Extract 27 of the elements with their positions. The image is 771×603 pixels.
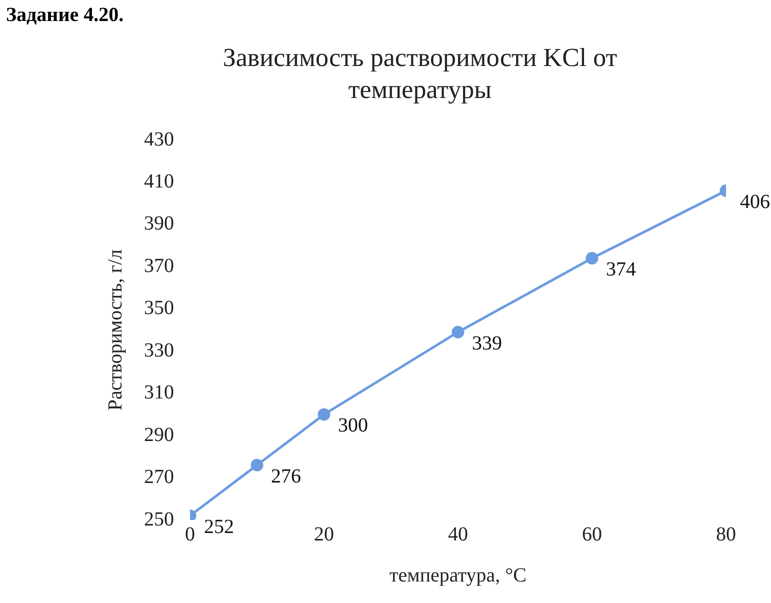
y-axis-title: Растворимость, г/л (104, 249, 126, 411)
x-tick-label: 80 (716, 523, 736, 546)
data-label: 374 (606, 258, 636, 280)
y-tick-label: 370 (144, 254, 174, 277)
y-tick-label: 330 (144, 339, 174, 362)
x-tick-label: 20 (314, 523, 334, 546)
y-tick-label: 290 (144, 424, 174, 446)
x-axis-title: температура, °C (390, 564, 526, 586)
data-label: 406 (740, 190, 770, 213)
data-label: 339 (472, 332, 502, 354)
y-tick-label: 390 (144, 212, 174, 235)
x-tick-label: 0 (185, 523, 195, 546)
point (452, 326, 464, 338)
data-label: 276 (271, 465, 301, 488)
data-label: 252 (204, 516, 234, 538)
text: Задание 4.20. (6, 4, 124, 27)
y-tick-label: 430 (144, 128, 174, 150)
x-tick-label: 40 (448, 523, 468, 546)
chart-title: Зависимость растворимости KCl от температуры (222, 42, 618, 106)
point (318, 408, 330, 421)
y-tick-label: 350 (144, 297, 174, 320)
y-tick-label: 310 (144, 382, 174, 404)
y-tick-label: 270 (144, 466, 174, 488)
y-tick-label: 410 (144, 170, 174, 192)
x-tick-label: 60 (582, 523, 602, 546)
data-label: 300 (338, 414, 368, 437)
y-tick-label: 250 (144, 508, 174, 530)
